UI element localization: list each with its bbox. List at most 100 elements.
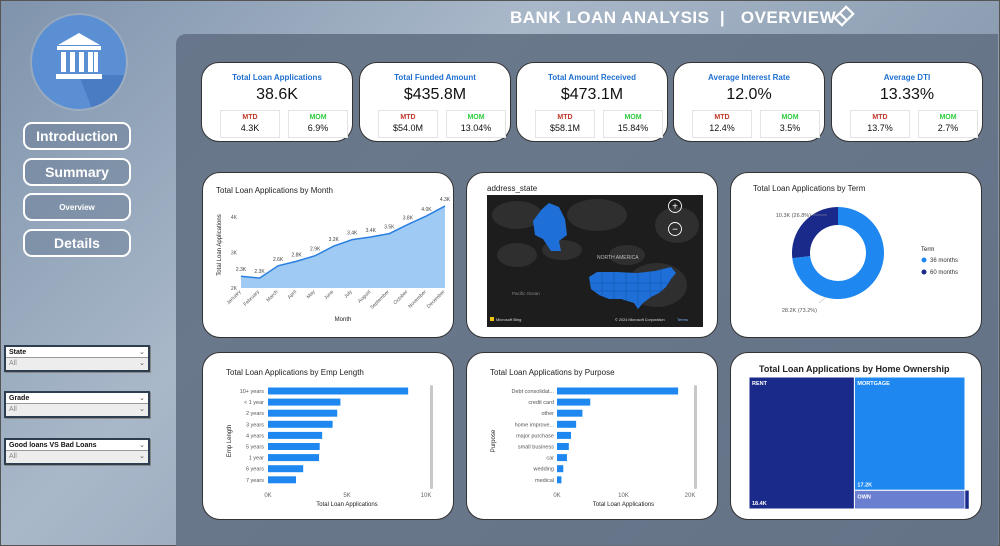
kpi-card[interactable]: Average Interest Rate 12.0% MTD 12.4% MO… [673,62,825,142]
data-label: 3.4K [347,231,358,237]
bar[interactable] [268,454,320,462]
y-axis-label: Emp Length [227,425,233,457]
nav-overview-button[interactable]: Overview [23,193,131,221]
chevron-down-icon: ⌄ [139,395,145,402]
kpi-mtd-box: MTD $54.0M [378,110,438,138]
bar[interactable] [268,476,297,484]
slicer-dropdown[interactable]: All ⌄ [6,358,148,370]
map-terms-link[interactable]: Terms [677,317,688,322]
bar[interactable] [557,454,567,462]
slicer-dropdown[interactable]: All ⌄ [6,404,148,416]
treemap-cell-other[interactable] [964,490,970,510]
bar[interactable] [557,409,583,417]
bar[interactable] [557,420,577,428]
kpi-mom-box: MOM 13.04% [446,110,506,138]
kpi-mom-value: 2.7% [937,123,959,133]
plus-icon: + [672,202,678,213]
donut-slice-60-months[interactable] [792,207,838,259]
kpi-card[interactable]: Total Amount Received $473.1M MTD $58.1M… [516,62,668,142]
data-label: 3.8K [403,215,414,221]
bar[interactable] [557,387,679,395]
home-ownership-treemap: RENT 18.4K MORTGAGE 17.2K OWN [748,376,970,510]
monthly-applications-card[interactable]: Total Loan Applications by Month 2K 3K 4K 2… [202,172,454,338]
chevron-down-icon: ⌄ [139,360,145,367]
kpi-mtd-box: MTD 4.3K [220,110,280,138]
eraser-icon[interactable] [830,2,858,30]
x-axis-label: Month [335,317,352,323]
home-ownership-card[interactable]: Total Loan Applications by Home Ownershi… [730,352,982,520]
kpi-card[interactable]: Total Loan Applications 38.6K MTD 4.3K M… [201,62,353,142]
cell-name-label: RENT [752,381,768,387]
bar[interactable] [557,431,572,439]
legend-marker [921,269,927,275]
bar[interactable] [557,476,562,484]
zoom-out-button[interactable] [668,222,682,236]
leader-line [818,296,827,304]
bar[interactable] [268,398,341,406]
bar[interactable] [557,443,569,450]
purpose-card[interactable]: Total Loan Applications by Purpose Debt … [466,352,718,520]
data-label: 2.9K [310,247,321,253]
nav-introduction-button[interactable]: Introduction [23,122,131,150]
kpi-mtd-label: MTD [714,114,730,121]
scrollbar[interactable] [694,385,697,489]
category-label: 10+ years [240,389,265,395]
category-label: medical [535,478,554,484]
bank-logo [32,15,126,109]
data-label: 2.8K [291,252,302,258]
legend-item[interactable]: 36 months [930,258,958,264]
legend-marker [921,257,927,263]
treemap-cell-rent[interactable] [748,376,855,510]
chevron-down-icon: ⌄ [139,406,145,413]
bar[interactable] [268,387,409,395]
bar[interactable] [268,431,323,439]
y-axis-label: Total Loan Applications [217,214,223,275]
state-map-card[interactable]: address_state NORTH AMERICA Pacific Ocea… [466,172,718,338]
bar[interactable] [268,409,338,417]
term-donut-card[interactable]: Total Loan Applications by Term 10.3K (2… [730,172,982,338]
donut-slice-36-months[interactable] [792,207,884,299]
kpi-mtd-box: MTD $58.1M [535,110,595,138]
purpose-bar-chart: Debt consolidat... credit card other home i… [491,385,697,508]
bar[interactable] [268,465,304,473]
x-tick-label: 0K [264,493,271,499]
category-label: 7 years [246,478,264,484]
category-label: < 1 year [244,400,264,406]
grade-slicer[interactable]: Grade ⌄ All ⌄ [4,391,150,418]
category-label: major purchase [516,433,554,439]
bar[interactable] [268,443,320,450]
slicer-value: All [9,406,17,413]
treemap-cell-mortgage[interactable] [853,376,966,491]
treemap-cell-own[interactable] [853,489,966,510]
us-state-map[interactable]: NORTH AMERICA Pacific Ocean + − Microsof… [487,195,703,327]
scrollbar[interactable] [430,385,433,489]
bar[interactable] [557,398,591,406]
data-label: 2.3K [254,269,265,275]
kpi-card[interactable]: Total Funded Amount $435.8M MTD $54.0M M… [359,62,511,142]
kpi-mtd-value: 12.4% [709,123,735,133]
slicer-dropdown[interactable]: All ⌄ [6,451,148,463]
contiguous-us-shape[interactable] [589,267,676,309]
bar[interactable] [268,420,333,428]
nav-details-button[interactable]: Details [23,229,131,257]
category-label: 6 years [246,467,264,473]
zoom-in-button[interactable] [668,199,682,213]
bar[interactable] [557,465,564,473]
kpi-mom-label: MOM [624,114,642,121]
x-tick-label: July [343,289,354,300]
x-tick-label: 20K [685,493,696,499]
x-tick-label: December [426,289,447,310]
kpi-card[interactable]: Average DTI 13.33% MTD 13.7% MOM 2.7% [831,62,983,142]
data-label: 3.2K [329,237,340,243]
kpi-title: Average DTI [883,73,931,82]
category-label: credit card [528,400,554,406]
data-label: 3.5K [384,225,395,231]
loan-quality-slicer[interactable]: Good loans VS Bad Loans ⌄ All ⌄ [4,438,150,465]
state-slicer[interactable]: State ⌄ All ⌄ [4,345,150,372]
chart-title: Total Loan Applications by Home Ownershi… [759,364,950,374]
alaska-shape[interactable] [533,203,567,251]
emp-length-card[interactable]: Total Loan Applications by Emp Length 10… [202,352,454,520]
legend-item[interactable]: 60 months [930,270,958,276]
chart-title: Total Loan Applications by Emp Length [226,368,364,377]
nav-summary-button[interactable]: Summary [23,158,131,186]
